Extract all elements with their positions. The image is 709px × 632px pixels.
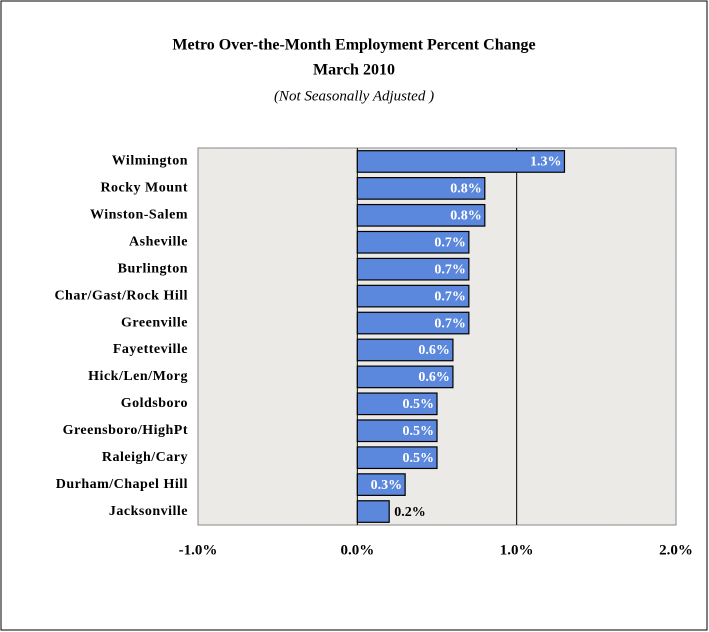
bar	[356, 257, 470, 281]
data-label: 0.3%	[371, 478, 403, 493]
y-tick-label: Greenville	[121, 315, 188, 330]
y-tick-label: Goldsboro	[121, 396, 188, 411]
bar	[356, 446, 438, 470]
y-tick-label: Char/Gast/Rock Hill	[54, 288, 188, 303]
chart-subtitle: March 2010	[313, 62, 395, 79]
data-label: 0.7%	[434, 235, 466, 250]
chart-note: (Not Seasonally Adjusted )	[274, 88, 434, 104]
y-tick-label: Durham/Chapel Hill	[56, 477, 188, 492]
plot-border	[197, 147, 677, 526]
data-label: 0.2%	[394, 505, 426, 520]
data-label: 1.3%	[530, 155, 562, 170]
y-tick-label: Raleigh/Cary	[102, 450, 188, 465]
bar	[356, 230, 470, 254]
y-tick-label: Rocky Mount	[100, 181, 188, 196]
y-tick-label: Asheville	[129, 234, 188, 249]
y-tick-label: Fayetteville	[113, 342, 188, 357]
data-label: 0.7%	[434, 316, 466, 331]
bar	[356, 473, 406, 496]
data-label: 0.8%	[450, 182, 482, 197]
bar	[356, 419, 438, 443]
x-tick-label: 0.0%	[340, 542, 374, 558]
bar	[356, 365, 454, 389]
data-label: 0.8%	[450, 209, 482, 224]
bar	[356, 338, 454, 362]
data-label: 0.6%	[418, 370, 450, 385]
bar	[356, 500, 390, 523]
bar	[356, 203, 486, 227]
x-tick-label: 1.0%	[500, 542, 534, 558]
y-tick-label: Jacksonville	[109, 504, 188, 519]
data-label: 0.5%	[403, 451, 435, 466]
x-tick-label: -1.0%	[179, 542, 218, 558]
data-label: 0.5%	[403, 424, 435, 439]
y-tick-label: Burlington	[118, 261, 188, 276]
data-label: 0.5%	[403, 397, 435, 412]
data-label: 0.7%	[434, 262, 466, 277]
bar	[356, 392, 438, 416]
y-tick-label: Hick/Len/Morg	[88, 369, 188, 384]
y-tick-label: Winston-Salem	[90, 208, 188, 223]
y-tick-label: Wilmington	[112, 154, 188, 169]
bar	[356, 177, 486, 200]
data-label: 0.7%	[434, 289, 466, 304]
data-label: 0.6%	[418, 343, 450, 358]
x-tick-label: 2.0%	[659, 542, 693, 558]
y-tick-label: Greensboro/HighPt	[63, 423, 188, 438]
bar	[356, 311, 470, 335]
chart-title: Metro Over-the-Month Employment Percent …	[172, 37, 535, 54]
bar	[356, 284, 470, 308]
bar	[356, 150, 566, 173]
